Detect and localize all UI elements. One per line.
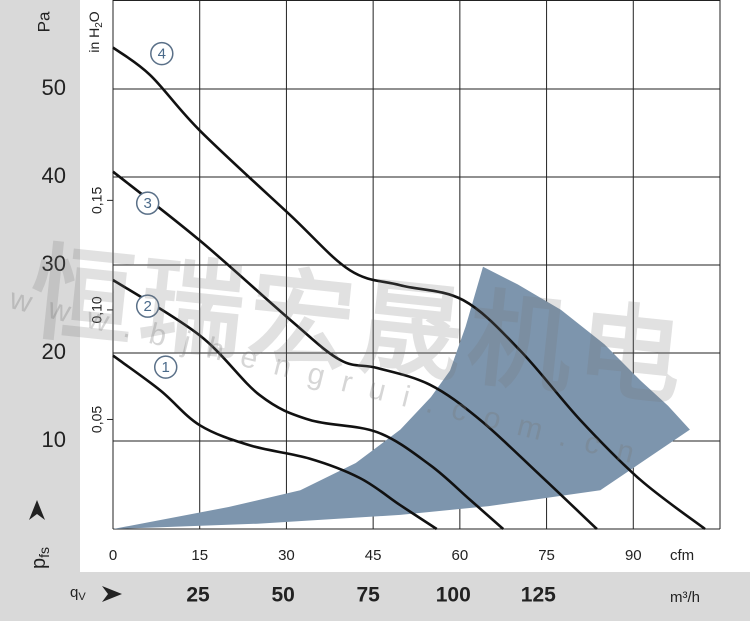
y-symbol-sub: fs	[36, 547, 52, 558]
x-tick-label: 90	[625, 547, 642, 564]
curve-label: 2	[144, 298, 152, 315]
x2-arrow	[102, 586, 122, 602]
curve-label-circle	[135, 191, 160, 215]
y-unit: Pa	[34, 11, 53, 32]
x2-tick-label: 125	[521, 584, 556, 607]
y2-unit-main: in H	[86, 28, 102, 53]
x-tick-label: 0	[109, 547, 117, 564]
x2-tick-label: 100	[436, 584, 471, 607]
curve-label: 4	[158, 46, 166, 63]
left-band	[0, 0, 80, 621]
curve-label: 3	[144, 195, 152, 212]
x2-symbol: qV	[70, 584, 86, 603]
curve-label-circle	[135, 294, 160, 318]
y-arrow	[29, 500, 45, 520]
x-tick-label: 30	[278, 547, 295, 564]
curve-label: 1	[162, 359, 170, 376]
y2-unit: in H2O	[86, 11, 105, 52]
y-symbol: pfs	[28, 547, 51, 569]
curve-label-circle	[150, 41, 174, 66]
x-tick-label: 75	[538, 547, 555, 564]
x-tick-label: 45	[365, 547, 382, 564]
y2-unit-sub: 2	[94, 22, 105, 28]
x2-tick-label: 25	[186, 584, 210, 607]
bottom-band	[80, 572, 750, 621]
operating-range	[113, 266, 690, 529]
x2-tick-label: 50	[271, 584, 294, 607]
x2-symbol-main: q	[70, 584, 78, 601]
x-tick-label: 15	[191, 547, 208, 564]
y-tick-label: 40	[42, 163, 66, 188]
fan-curve	[112, 278, 505, 530]
y-tick-label: 30	[42, 251, 66, 276]
y-tick-label: 10	[42, 427, 66, 452]
y2-tick-label: 0,15	[89, 187, 105, 214]
y-symbol-main: p	[28, 558, 50, 569]
curve-label-circle	[153, 355, 178, 379]
y2-tick-label: 0,10	[89, 296, 105, 323]
y-tick-label: 50	[42, 75, 66, 100]
y2-unit-tail: O	[86, 11, 102, 22]
fan-curve	[112, 46, 706, 531]
fan-curve	[112, 354, 438, 531]
x2-symbol-sub: V	[78, 591, 86, 603]
x-unit: cfm	[670, 547, 694, 564]
fan-curve	[112, 170, 598, 530]
y-tick-label: 20	[42, 339, 66, 364]
x2-tick-label: 75	[357, 584, 381, 607]
y2-tick-label: 0,05	[89, 406, 105, 433]
x-tick-label: 60	[452, 547, 469, 564]
x2-unit: m³/h	[670, 589, 700, 606]
